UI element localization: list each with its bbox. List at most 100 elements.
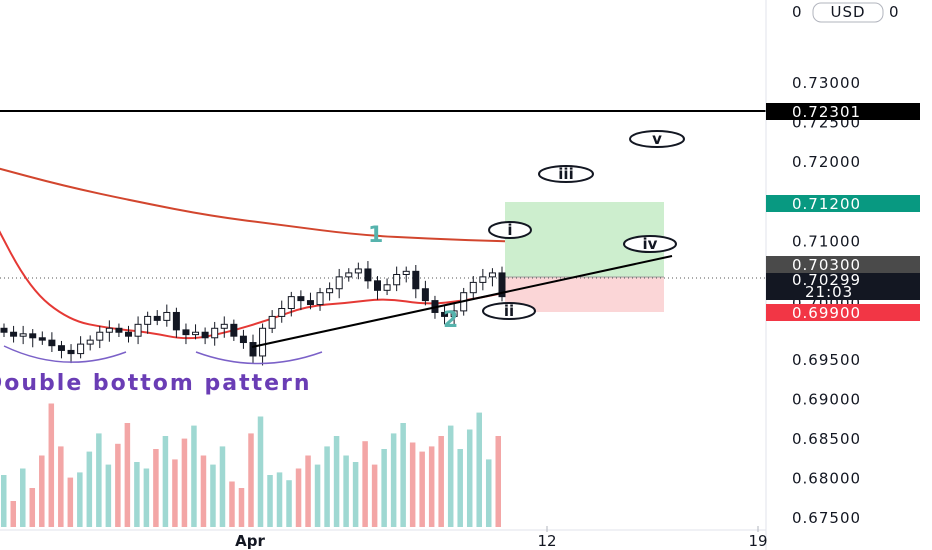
tag-last-price-countdown: 21:03 <box>805 283 853 301</box>
volume-bar <box>105 464 112 527</box>
wave-iv-label: iv <box>643 235 658 253</box>
volume-bar <box>29 488 36 527</box>
volume-bar <box>248 433 254 527</box>
wave-v-marker: v <box>629 130 685 148</box>
top-partial-tick-left: 0 <box>792 3 803 21</box>
volume-bar <box>276 472 283 527</box>
currency-button[interactable]: USD <box>812 2 884 23</box>
candle-body <box>57 345 65 351</box>
first-bottom-arc <box>3 345 127 363</box>
volume-bar <box>381 449 387 527</box>
candle-body <box>374 280 381 291</box>
wave-i-marker: i <box>488 221 532 239</box>
candle-body <box>421 288 429 302</box>
volume-bar <box>305 455 311 527</box>
top-partial-tick-right: 0 <box>889 3 900 21</box>
pattern-label: Double bottom pattern <box>0 371 312 396</box>
volume-bar <box>333 436 340 527</box>
candle-body <box>488 272 496 278</box>
candle-body <box>393 273 401 286</box>
volume-bar <box>58 446 64 527</box>
candle-body <box>383 284 391 291</box>
volume-bar <box>210 464 216 527</box>
volume-bars <box>1 403 501 527</box>
candle-body <box>48 339 56 347</box>
moving-average-long-line <box>0 167 506 243</box>
candle-body <box>402 270 410 275</box>
candle-body <box>364 268 372 282</box>
price-tick-0.68000: 0.68000 <box>792 470 861 488</box>
candle-body <box>239 335 247 344</box>
volume-bar <box>172 459 178 527</box>
price-tick-0.68500: 0.68500 <box>792 430 861 448</box>
volume-bar <box>191 425 197 527</box>
price-tick-0.73000: 0.73000 <box>792 74 861 92</box>
volume-bar <box>295 468 302 527</box>
candle-body <box>297 296 305 302</box>
candle-body <box>249 342 257 357</box>
tag-horizontal-resistance-text: 0.72301 <box>792 103 861 121</box>
tag-last-price-text: 0.70299 <box>792 271 861 289</box>
candle-body <box>144 315 152 325</box>
volume-bar <box>115 443 121 527</box>
volume-bar <box>286 480 292 527</box>
volume-bar <box>124 423 131 527</box>
volume-bar <box>77 472 83 527</box>
volume-bar <box>1 475 7 527</box>
candle-body <box>163 311 171 321</box>
tag-entry: 0.70300 <box>766 256 920 274</box>
price-tick-0.67500: 0.67500 <box>792 509 861 527</box>
candle-body <box>441 311 449 317</box>
volume-bar <box>134 462 140 527</box>
candle-body <box>182 329 190 336</box>
time-tick-19: 19 <box>748 532 767 550</box>
wave-iv-marker: iv <box>623 235 677 253</box>
wave-number-2: 2 <box>443 308 458 333</box>
volume-bar <box>409 442 416 527</box>
candle-body <box>287 296 295 310</box>
candle-body <box>134 323 142 337</box>
tag-take-profit: 0.71200 <box>766 195 920 213</box>
volume-bar <box>229 481 235 527</box>
volume-bar <box>343 455 349 527</box>
wave-number-1: 1 <box>368 223 383 248</box>
volume-bar <box>238 488 245 527</box>
wave-ii-marker: ii <box>482 302 536 320</box>
wave-i-label: i <box>507 221 512 239</box>
candle-body <box>19 333 27 337</box>
volume-bar <box>362 441 368 527</box>
candle-body <box>115 327 123 333</box>
time-tick-12: 12 <box>537 532 556 550</box>
tag-take-profit-text: 0.71200 <box>792 195 861 213</box>
candle-body <box>412 270 420 290</box>
candle-body <box>86 339 94 345</box>
candle-body <box>38 337 46 341</box>
candle-body <box>335 276 343 290</box>
volume-bar <box>181 438 188 527</box>
wave-ii-label: ii <box>504 302 514 320</box>
volume-bar <box>267 475 273 527</box>
price-tick-0.72000: 0.72000 <box>792 153 861 171</box>
volume-bar <box>67 477 74 527</box>
candle-body <box>268 315 276 329</box>
candle-body <box>105 327 113 333</box>
currency-label: USD <box>830 3 865 21</box>
volume-bar <box>200 455 207 527</box>
volume-bar <box>324 446 330 527</box>
volume-bar <box>153 449 159 527</box>
candle-body <box>201 331 209 339</box>
candle-body <box>469 281 477 294</box>
candle-body <box>498 272 506 298</box>
volume-bar <box>20 468 26 527</box>
tag-last-price: 0.70299 21:03 <box>766 271 920 301</box>
volume-bar <box>314 464 321 527</box>
price-tick-0.69000: 0.69000 <box>792 390 861 408</box>
volume-bar <box>400 423 406 527</box>
volume-bar <box>485 459 492 527</box>
volume-bar <box>162 436 169 527</box>
candle-body <box>10 331 18 337</box>
volume-bar <box>352 462 359 527</box>
volume-bar <box>219 446 226 527</box>
candle-body <box>230 323 238 337</box>
